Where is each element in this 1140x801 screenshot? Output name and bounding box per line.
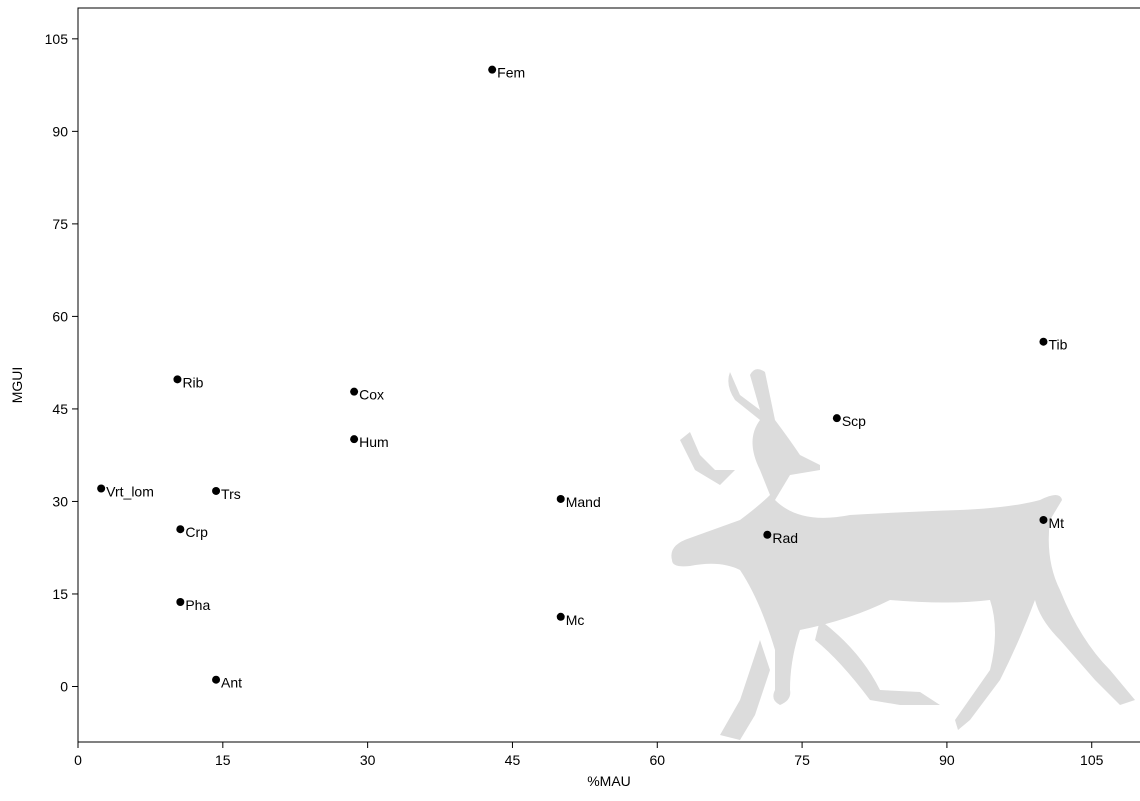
- point-label: Rad: [772, 530, 798, 546]
- x-tick-label: 75: [794, 752, 810, 768]
- x-tick-label: 15: [215, 752, 231, 768]
- point-label: Vrt_lom: [106, 483, 154, 499]
- y-tick-label: 45: [52, 401, 68, 417]
- point: [350, 387, 359, 396]
- y-tick-label: 15: [52, 586, 68, 602]
- y-tick-label: 90: [52, 123, 68, 139]
- plot-frame: [77, 7, 1140, 743]
- point: [173, 375, 182, 384]
- point: [832, 414, 841, 423]
- x-tick-label: 45: [505, 752, 521, 768]
- point-label: Mand: [566, 494, 601, 510]
- point: [97, 484, 106, 493]
- point-label: Trs: [221, 486, 241, 502]
- y-tick-label: 60: [52, 308, 68, 324]
- x-tick-label: 90: [939, 752, 955, 768]
- x-tick-label: 0: [74, 752, 82, 768]
- point-label: Hum: [359, 434, 389, 450]
- point: [176, 597, 185, 606]
- y-tick-label: 75: [52, 216, 68, 232]
- y-tick-label: 0: [60, 678, 68, 694]
- x-tick-label: 60: [649, 752, 665, 768]
- point-label: Mt: [1048, 515, 1064, 531]
- point-label: Tib: [1048, 337, 1067, 353]
- point-label: Fem: [497, 65, 525, 81]
- point: [763, 530, 772, 539]
- point-label: Crp: [185, 524, 208, 540]
- point: [350, 435, 359, 444]
- point: [212, 486, 221, 495]
- y-tick-label: 30: [52, 493, 68, 509]
- y-axis-title: MGUI: [9, 367, 25, 404]
- point: [1039, 337, 1048, 346]
- point-label: Scp: [842, 413, 866, 429]
- x-axis-title: %MAU: [587, 773, 631, 789]
- point-label: Ant: [221, 675, 242, 691]
- point: [556, 494, 565, 503]
- point: [556, 612, 565, 621]
- reindeer-silhouette: [671, 369, 1135, 740]
- x-tick-label: 105: [1080, 752, 1104, 768]
- point: [1039, 515, 1048, 524]
- x-tick-label: 30: [360, 752, 376, 768]
- y-tick-label: 105: [45, 31, 69, 47]
- point-label: Cox: [359, 387, 384, 403]
- point: [176, 525, 185, 534]
- point-label: Rib: [182, 374, 203, 390]
- point-label: Pha: [185, 597, 210, 613]
- point: [212, 675, 221, 684]
- point-label: Mc: [566, 612, 585, 628]
- point: [488, 65, 497, 74]
